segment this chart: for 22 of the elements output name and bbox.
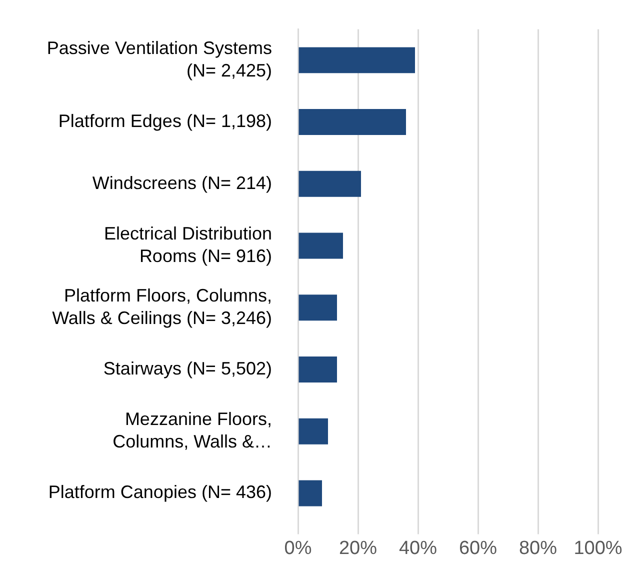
y-tick-label: Platform Floors, Columns, Walls & Ceilings (N= 3,246)	[52, 285, 272, 328]
y-tick-label: Electrical Distribution Rooms (N= 916)	[104, 224, 272, 266]
bar	[298, 480, 322, 506]
bar	[298, 232, 343, 259]
y-tick-label: Platform Edges (N= 1,198)	[58, 111, 272, 132]
y-tick-label: Stairways (N= 5,502)	[103, 358, 272, 378]
x-tick-label: 40%	[398, 538, 438, 559]
x-tick-label: 100%	[574, 538, 622, 559]
x-tick-label: 60%	[458, 538, 498, 559]
x-tick-label: 0%	[284, 538, 312, 559]
x-tick-label: 20%	[338, 538, 378, 559]
bar	[298, 356, 337, 383]
y-tick-label: Mezzanine Floors, Columns, Walls &…	[112, 409, 272, 452]
y-tick-label: Windscreens (N= 214)	[92, 172, 272, 193]
bar	[298, 47, 415, 74]
bar	[298, 109, 406, 136]
x-tick-label: 80%	[518, 538, 558, 559]
bar	[298, 294, 337, 321]
bar	[298, 418, 328, 444]
y-tick-label: Platform Canopies (N= 436)	[48, 482, 272, 502]
y-tick-label: Passive Ventilation Systems (N= 2,425)	[46, 38, 272, 80]
bar	[298, 170, 361, 197]
